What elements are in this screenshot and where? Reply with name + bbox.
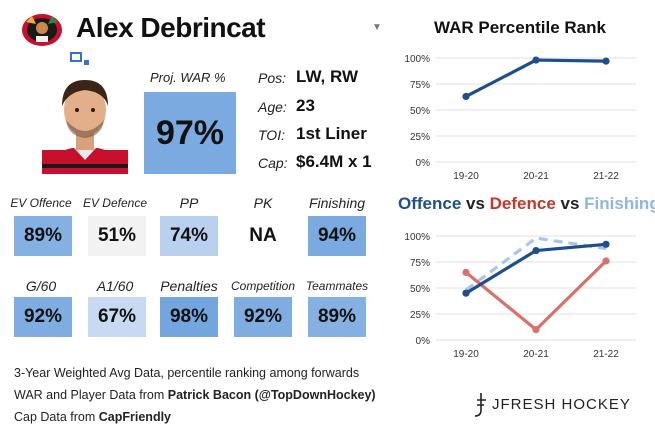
y-tick-label: 75% bbox=[410, 80, 430, 91]
chart-offence-defence-finishing: 0% 25% 50% 75% 100% 19-20 20-21 21-22 bbox=[404, 232, 636, 360]
war-label: Proj. WAR % bbox=[150, 70, 226, 85]
stat-box-competition: 92% bbox=[234, 297, 292, 337]
stat-label-ev-defence: EV Defence bbox=[82, 196, 148, 210]
footer-cap-prefix: Cap Data from bbox=[14, 410, 99, 424]
x-tick-label: 20-21 bbox=[523, 349, 549, 360]
blackhawks-logo-icon bbox=[22, 14, 62, 46]
footer-war-source: WAR and Player Data from Patrick Bacon (… bbox=[14, 388, 376, 402]
chart-war-title: WAR Percentile Rank bbox=[434, 18, 606, 37]
stat-label-finishing: Finishing bbox=[308, 195, 366, 211]
chart-war-percentile: 0% 25% 50% 75% 100% 19-20 20-21 21-22 bbox=[404, 54, 636, 182]
stat-label-pp: PP bbox=[179, 195, 199, 211]
x-tick-label: 19-20 bbox=[453, 349, 479, 360]
data-point bbox=[462, 92, 470, 101]
footer-cap-source-name[interactable]: CapFriendly bbox=[98, 410, 172, 424]
stat-label-a160: A1/60 bbox=[96, 278, 134, 294]
info-value-toi: 1st Liner bbox=[296, 124, 367, 143]
fullscreen-icon[interactable] bbox=[70, 52, 82, 62]
stat-label-penalties: Penalties bbox=[160, 278, 218, 294]
stat-label-pk: PK bbox=[253, 195, 273, 211]
y-tick-label: 25% bbox=[410, 132, 430, 143]
y-tick-label: 75% bbox=[410, 258, 430, 269]
chart-ovd-title-offence: Offence bbox=[398, 194, 462, 213]
info-value-pos: LW, RW bbox=[296, 67, 359, 86]
data-point bbox=[532, 326, 540, 334]
war-value-box: 97% bbox=[144, 92, 236, 174]
data-point bbox=[532, 56, 540, 64]
stat-box-ev-offence: 89% bbox=[14, 216, 72, 256]
stat-box-penalties: 98% bbox=[160, 297, 218, 337]
chart-ovd-title-finishing: Finishing bbox=[584, 194, 655, 213]
stat-label-competition: Competition bbox=[230, 279, 296, 293]
y-tick-label: 100% bbox=[404, 54, 430, 65]
stat-box-a160: 67% bbox=[88, 297, 146, 337]
y-tick-label: 50% bbox=[410, 106, 430, 117]
data-point bbox=[602, 57, 610, 65]
stat-label-g60: G/60 bbox=[25, 278, 57, 294]
info-key-pos: Pos: bbox=[258, 70, 287, 86]
data-point bbox=[532, 246, 540, 255]
data-point bbox=[462, 268, 470, 276]
chart-ovd-title: Offence vs Defence vs Finishing bbox=[398, 194, 655, 214]
brand-name: JFRESH HOCKEY bbox=[492, 396, 631, 413]
player-headshot bbox=[42, 80, 128, 174]
info-key-toi: TOI: bbox=[258, 127, 285, 143]
footer-note: 3-Year Weighted Avg Data, percentile ran… bbox=[14, 366, 360, 380]
stat-box-finishing: 94% bbox=[308, 216, 366, 256]
series-line-war bbox=[465, 58, 607, 98]
y-tick-label: 0% bbox=[416, 336, 431, 347]
info-key-age: Age: bbox=[258, 99, 287, 115]
player-dropdown-icon[interactable]: ▼ bbox=[372, 22, 382, 33]
y-tick-label: 25% bbox=[410, 310, 430, 321]
chart-ovd-title-vs-2: vs bbox=[555, 194, 585, 213]
y-tick-label: 100% bbox=[404, 232, 430, 243]
chart-ovd-title-vs-1: vs bbox=[461, 194, 490, 213]
data-point bbox=[462, 289, 470, 297]
stat-box-g60: 92% bbox=[14, 297, 72, 337]
player-name: Alex Debrincat bbox=[76, 12, 266, 43]
fullscreen-icon-dot bbox=[84, 60, 89, 65]
y-tick-label: 50% bbox=[410, 284, 430, 295]
info-value-age: 23 bbox=[296, 96, 315, 115]
stat-label-ev-offence: EV Offence bbox=[10, 196, 72, 210]
stat-box-ev-defence: 51% bbox=[88, 216, 146, 256]
stat-label-teammates: Teammates bbox=[305, 279, 369, 293]
stat-box-pp: 74% bbox=[160, 216, 218, 256]
x-tick-label: 21-22 bbox=[593, 171, 619, 182]
data-point bbox=[602, 257, 610, 265]
info-value-cap: $6.4M x 1 bbox=[296, 152, 372, 171]
y-tick-label: 0% bbox=[416, 158, 431, 169]
x-tick-label: 21-22 bbox=[593, 349, 619, 360]
data-point bbox=[602, 240, 610, 248]
chart-ovd-title-defence: Defence bbox=[489, 194, 556, 213]
footer-war-source-name[interactable]: Patrick Bacon (@TopDownHockey) bbox=[167, 388, 376, 402]
info-key-cap: Cap: bbox=[258, 155, 288, 171]
x-tick-label: 19-20 bbox=[453, 171, 479, 182]
footer-war-prefix: WAR and Player Data from bbox=[14, 388, 168, 402]
series-line-defence bbox=[464, 259, 608, 332]
jfresh-logo-icon bbox=[474, 393, 486, 417]
stat-box-pk: NA bbox=[234, 216, 292, 256]
x-tick-label: 20-21 bbox=[523, 171, 549, 182]
stat-box-teammates: 89% bbox=[308, 297, 366, 337]
footer-cap-source: Cap Data from CapFriendly bbox=[14, 410, 171, 424]
